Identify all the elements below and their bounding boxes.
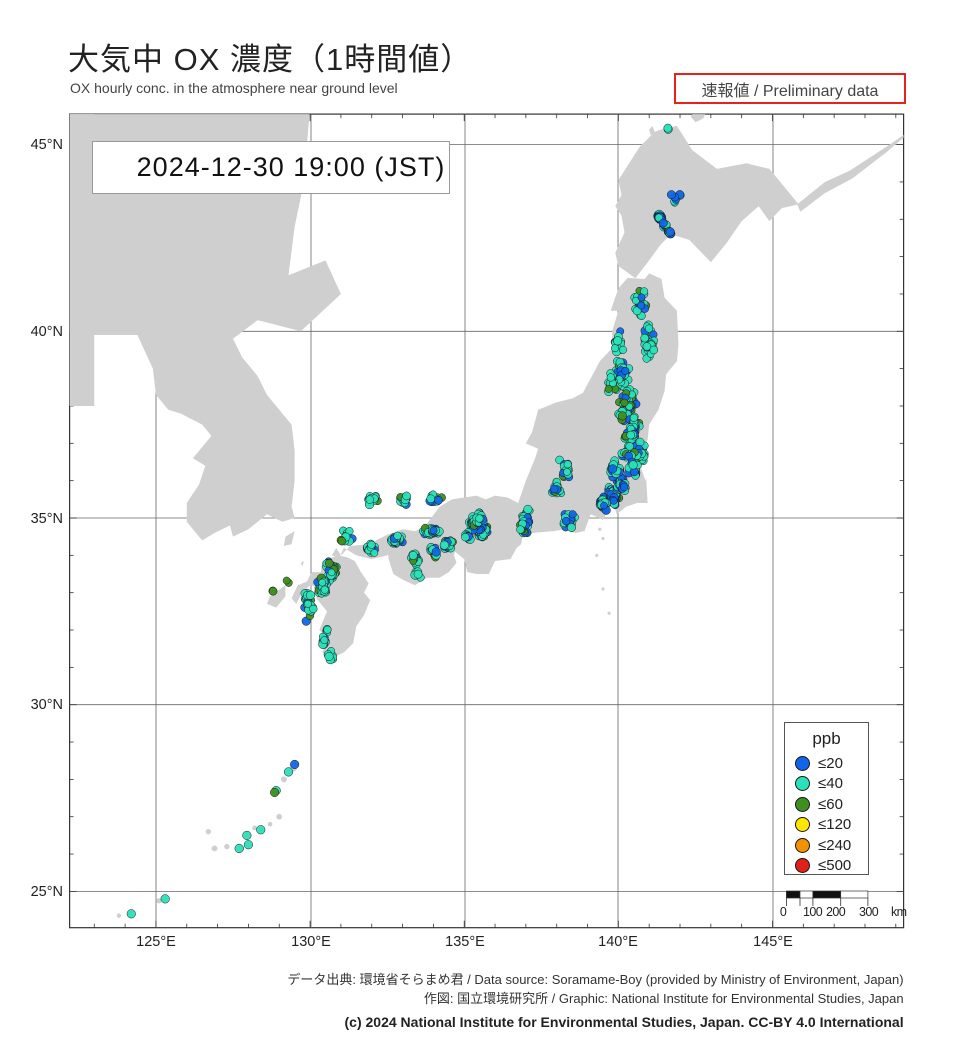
- svg-text:km: km: [891, 905, 907, 919]
- svg-text:25°N: 25°N: [31, 884, 63, 900]
- svg-text:135°E: 135°E: [445, 934, 485, 950]
- svg-text:100: 100: [803, 905, 823, 919]
- svg-text:30°N: 30°N: [31, 697, 63, 713]
- svg-text:130°E: 130°E: [291, 934, 331, 950]
- svg-text:145°E: 145°E: [753, 934, 793, 950]
- svg-text:45°N: 45°N: [31, 137, 63, 153]
- svg-text:300: 300: [859, 905, 879, 919]
- svg-text:35°N: 35°N: [31, 511, 63, 527]
- svg-text:200: 200: [826, 905, 846, 919]
- svg-text:40°N: 40°N: [31, 324, 63, 340]
- svg-text:0: 0: [780, 905, 787, 919]
- svg-text:125°E: 125°E: [136, 934, 176, 950]
- svg-text:140°E: 140°E: [598, 934, 638, 950]
